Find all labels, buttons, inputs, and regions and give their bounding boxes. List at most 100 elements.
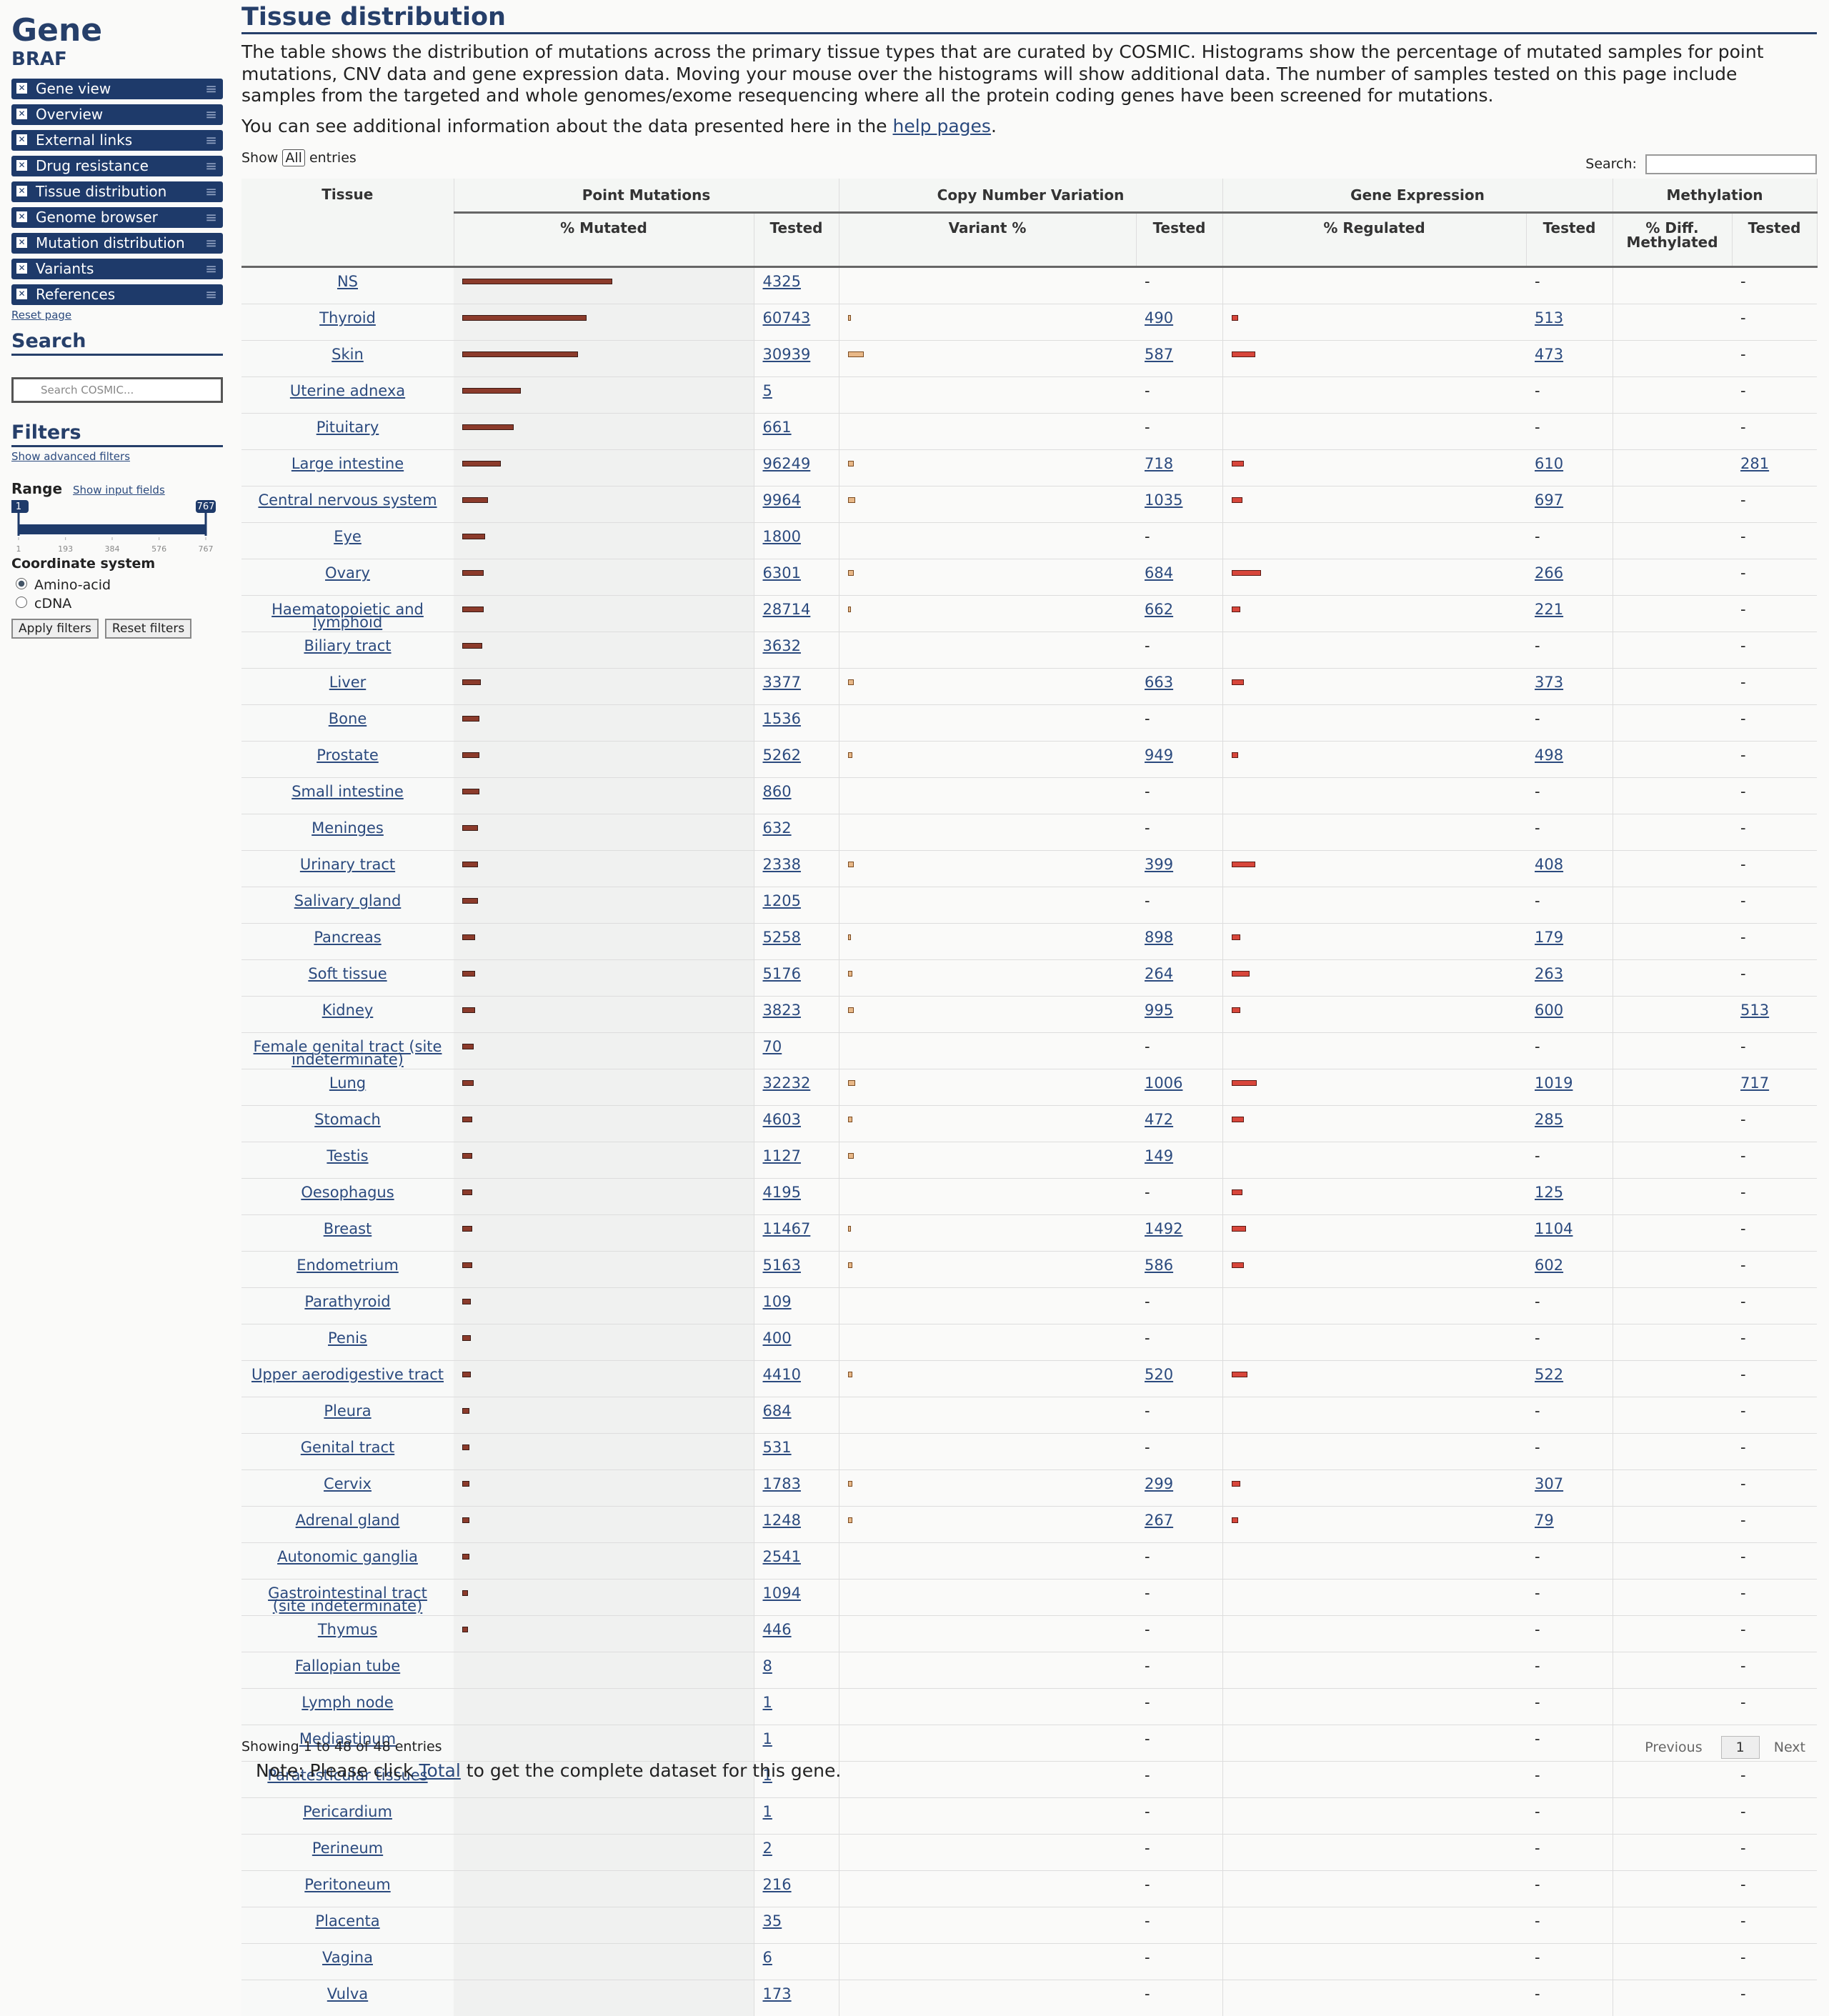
- menu-item[interactable]: Overview: [11, 104, 223, 125]
- radio[interactable]: [16, 578, 27, 589]
- histogram-bar[interactable]: [462, 315, 587, 321]
- page-button[interactable]: 1: [1721, 1736, 1760, 1759]
- histogram-bar[interactable]: [462, 1517, 469, 1523]
- tissue-link[interactable]: Central nervous system: [258, 491, 437, 509]
- tested[interactable]: 5176: [763, 965, 801, 982]
- tissue-link[interactable]: Peritoneum: [304, 1876, 390, 1893]
- tested[interactable]: 2338: [763, 856, 801, 873]
- column-header[interactable]: Tested: [1136, 213, 1222, 267]
- tissue-link[interactable]: Breast: [324, 1220, 372, 1237]
- tissue-link[interactable]: Skin: [332, 346, 364, 363]
- meth-tested[interactable]: 513: [1740, 1002, 1769, 1019]
- tissue-link[interactable]: Eye: [334, 528, 362, 545]
- histogram-bar[interactable]: [462, 643, 482, 649]
- reset-page[interactable]: Reset page: [11, 309, 223, 321]
- expr-tested[interactable]: 1019: [1535, 1074, 1573, 1092]
- tested[interactable]: 9964: [763, 491, 801, 509]
- expr-tested[interactable]: 473: [1535, 346, 1563, 363]
- tissue-link[interactable]: Genital tract: [301, 1439, 394, 1456]
- expr-tested[interactable]: 602: [1535, 1257, 1563, 1274]
- histogram-bar[interactable]: [462, 1372, 471, 1377]
- tested[interactable]: 5163: [763, 1257, 801, 1274]
- expr-tested[interactable]: 513: [1535, 309, 1563, 326]
- histogram-bar[interactable]: [462, 1007, 475, 1013]
- cnv-tested[interactable]: 149: [1145, 1147, 1173, 1164]
- histogram-bar[interactable]: [462, 279, 612, 284]
- expr-tested[interactable]: 307: [1535, 1475, 1563, 1492]
- histogram-bar[interactable]: [1232, 1007, 1240, 1013]
- tissue-link[interactable]: Cervix: [324, 1475, 372, 1492]
- tissue-link[interactable]: Adrenal gland: [296, 1512, 400, 1529]
- histogram-bar[interactable]: [462, 1262, 472, 1268]
- tissue-link[interactable]: Kidney: [322, 1002, 374, 1019]
- tested[interactable]: 1: [763, 1694, 772, 1711]
- histogram-bar[interactable]: [462, 607, 484, 612]
- show-inputs[interactable]: Show input fields: [73, 484, 165, 496]
- histogram-bar[interactable]: [462, 898, 478, 904]
- histogram-bar[interactable]: [462, 1627, 468, 1632]
- expr-tested[interactable]: 285: [1535, 1111, 1563, 1128]
- histogram-bar[interactable]: [1232, 351, 1255, 357]
- tissue-link[interactable]: Perineum: [312, 1840, 383, 1857]
- tissue-link[interactable]: Meninges: [312, 819, 384, 837]
- histogram-bar[interactable]: [462, 971, 475, 977]
- tissue-link[interactable]: Vagina: [322, 1949, 373, 1966]
- histogram-bar[interactable]: [1232, 1189, 1242, 1195]
- histogram-bar[interactable]: [848, 1153, 854, 1159]
- tissue-link[interactable]: Placenta: [315, 1912, 379, 1930]
- histogram-bar[interactable]: [848, 497, 855, 503]
- tissue-link[interactable]: Large intestine: [291, 455, 404, 472]
- entries-select[interactable]: All: [282, 149, 305, 166]
- histogram-bar[interactable]: [1232, 1117, 1245, 1122]
- tested[interactable]: 1205: [763, 892, 801, 909]
- cnv-tested[interactable]: 520: [1145, 1366, 1173, 1383]
- tissue-link[interactable]: Pituitary: [317, 419, 379, 436]
- histogram-bar[interactable]: [848, 862, 854, 867]
- tested[interactable]: 2541: [763, 1548, 801, 1565]
- histogram-bar[interactable]: [462, 461, 501, 466]
- tested[interactable]: 1094: [763, 1585, 801, 1602]
- histogram-bar[interactable]: [1232, 934, 1240, 940]
- tissue-link[interactable]: Haematopoietic and lymphoid: [271, 601, 424, 631]
- tissue-link[interactable]: Soft tissue: [308, 965, 387, 982]
- tested[interactable]: 30939: [763, 346, 811, 363]
- expr-tested[interactable]: 522: [1535, 1366, 1563, 1383]
- column-header[interactable]: Variant %: [839, 213, 1136, 267]
- cnv-tested[interactable]: 472: [1145, 1111, 1173, 1128]
- menu-item[interactable]: Mutation distribution: [11, 233, 223, 254]
- tissue-link[interactable]: Urinary tract: [300, 856, 395, 873]
- column-header[interactable]: Tested: [1732, 213, 1817, 267]
- histogram-bar[interactable]: [462, 1335, 471, 1341]
- histogram-bar[interactable]: [1232, 862, 1255, 867]
- radio[interactable]: [16, 597, 27, 608]
- tested[interactable]: 11467: [763, 1220, 811, 1237]
- cnv-tested[interactable]: 490: [1145, 309, 1173, 326]
- tissue-link[interactable]: Pancreas: [314, 929, 381, 946]
- tested[interactable]: 1248: [763, 1512, 801, 1529]
- expr-tested[interactable]: 1104: [1535, 1220, 1573, 1237]
- tissue-link[interactable]: Lymph node: [301, 1694, 393, 1711]
- tissue-link[interactable]: Penis: [328, 1329, 367, 1347]
- cnv-tested[interactable]: 1035: [1145, 491, 1182, 509]
- histogram-bar[interactable]: [848, 1080, 855, 1086]
- histogram-bar[interactable]: [1232, 1080, 1257, 1086]
- histogram-bar[interactable]: [1232, 607, 1240, 612]
- cnv-tested[interactable]: 662: [1145, 601, 1173, 618]
- histogram-bar[interactable]: [462, 388, 521, 394]
- tested[interactable]: 28714: [763, 601, 811, 618]
- tested[interactable]: 109: [763, 1293, 792, 1310]
- tissue-link[interactable]: Biliary tract: [304, 637, 391, 654]
- tissue-link[interactable]: Parathyroid: [304, 1293, 390, 1310]
- cnv-tested[interactable]: 995: [1145, 1002, 1173, 1019]
- histogram-bar[interactable]: [1232, 1517, 1239, 1523]
- tested[interactable]: 5262: [763, 747, 801, 764]
- tested[interactable]: 32232: [763, 1074, 811, 1092]
- tested[interactable]: 1800: [763, 528, 801, 545]
- histogram-bar[interactable]: [1232, 497, 1242, 503]
- column-header[interactable]: % Mutated: [454, 213, 754, 267]
- expr-tested[interactable]: 125: [1535, 1184, 1563, 1201]
- histogram-bar[interactable]: [462, 825, 478, 831]
- histogram-bar[interactable]: [462, 534, 485, 539]
- advanced-filters[interactable]: Show advanced filters: [11, 450, 223, 463]
- histogram-bar[interactable]: [848, 1372, 852, 1377]
